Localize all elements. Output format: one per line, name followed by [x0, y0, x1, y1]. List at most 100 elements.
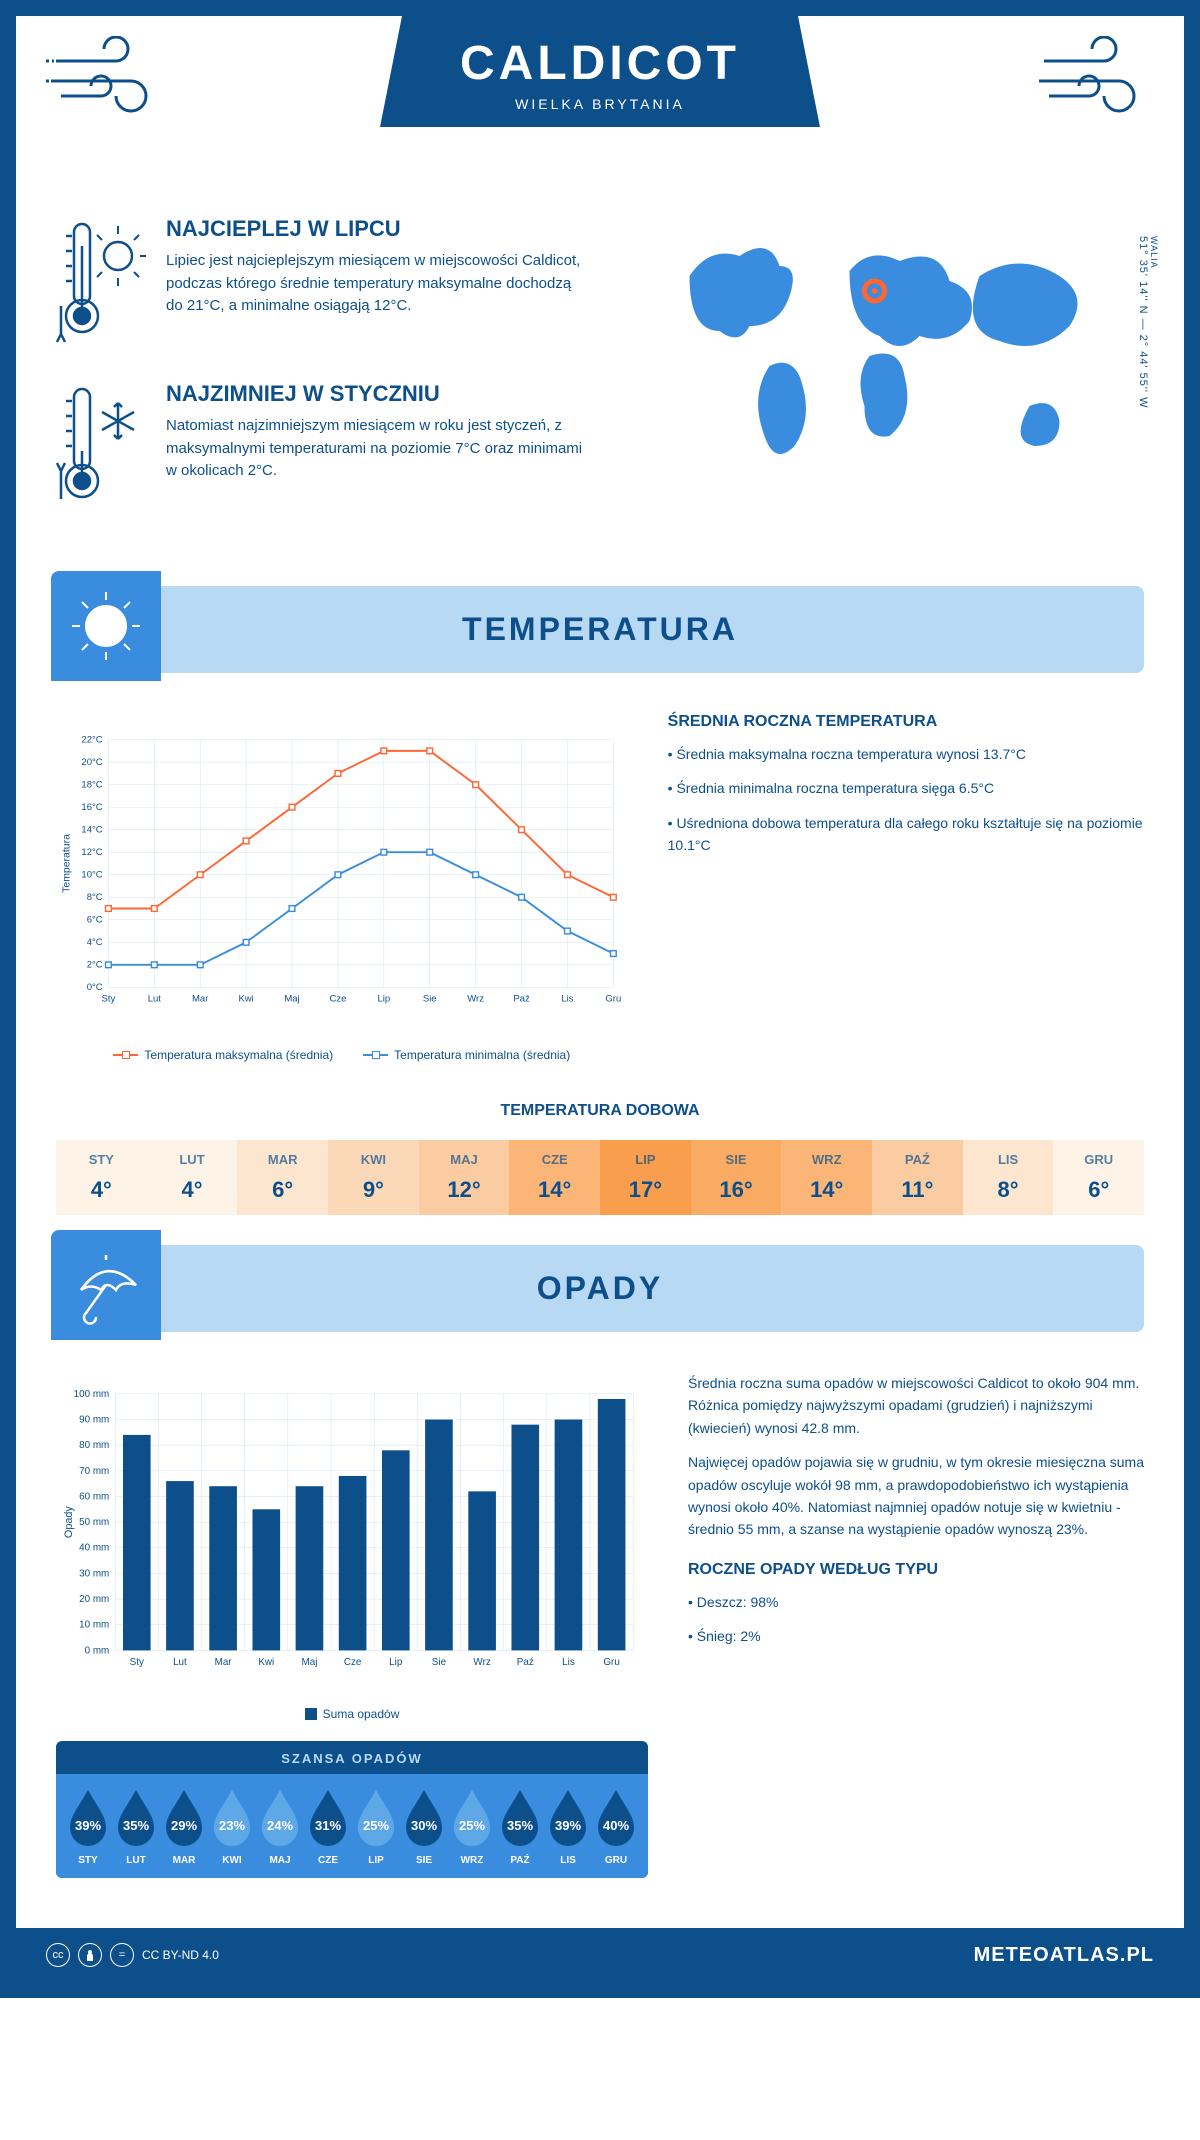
svg-text:12°C: 12°C — [81, 847, 102, 858]
svg-text:Lip: Lip — [377, 994, 390, 1005]
svg-text:Cze: Cze — [344, 1657, 362, 1668]
svg-text:35%: 35% — [123, 1818, 149, 1833]
rain-legend: Suma opadów — [56, 1707, 648, 1721]
rain-chance-drop: 29% MAR — [160, 1786, 208, 1866]
rain-chance-panel: SZANSA OPADÓW 39% STY 35% LUT 29% MAR 23… — [56, 1741, 648, 1878]
thermometer-snow-icon — [56, 381, 146, 516]
svg-text:100 mm: 100 mm — [74, 1389, 110, 1400]
daily-cell: MAJ 12° — [419, 1140, 510, 1215]
thermometer-sun-icon — [56, 216, 146, 351]
svg-text:6°C: 6°C — [87, 915, 103, 926]
svg-text:Maj: Maj — [302, 1657, 318, 1668]
svg-text:30 mm: 30 mm — [79, 1568, 109, 1579]
rain-chance-title: SZANSA OPADÓW — [56, 1751, 648, 1766]
svg-text:14°C: 14°C — [81, 825, 102, 836]
rain-row: 0 mm10 mm20 mm30 mm40 mm50 mm60 mm70 mm8… — [16, 1352, 1184, 1898]
fact-coldest: NAJZIMNIEJ W STYCZNIU Natomiast najzimni… — [56, 381, 585, 516]
rain-type-title: ROCZNE OPADY WEDŁUG TYPU — [688, 1561, 1144, 1579]
license: cc = CC BY-ND 4.0 — [46, 1943, 219, 1967]
rain-chart-box: 0 mm10 mm20 mm30 mm40 mm50 mm60 mm70 mm8… — [56, 1372, 648, 1878]
daily-cell: LUT 4° — [147, 1140, 238, 1215]
daily-cell: PAŹ 11° — [872, 1140, 963, 1215]
svg-text:Cze: Cze — [329, 994, 346, 1005]
fact-hot-title: NAJCIEPLEJ W LIPCU — [166, 216, 585, 242]
svg-text:Sty: Sty — [102, 994, 116, 1005]
daily-cell: GRU 6° — [1053, 1140, 1144, 1215]
rain-type-bullet: Śnieg: 2% — [688, 1625, 1144, 1647]
svg-text:70 mm: 70 mm — [79, 1466, 109, 1477]
temp-side-title: ŚREDNIA ROCZNA TEMPERATURA — [668, 713, 1144, 731]
svg-text:29%: 29% — [171, 1818, 197, 1833]
legend-item: .legend-swatch[style*='#3a8dde']::after{… — [363, 1048, 570, 1062]
svg-text:39%: 39% — [555, 1818, 581, 1833]
svg-text:Paź: Paź — [513, 994, 530, 1005]
daily-cell: MAR 6° — [237, 1140, 328, 1215]
daily-cell: STY 4° — [56, 1140, 147, 1215]
svg-text:Opady: Opady — [63, 1506, 75, 1539]
rain-type-bullet: Deszcz: 98% — [688, 1591, 1144, 1613]
fact-cold-title: NAJZIMNIEJ W STYCZNIU — [166, 381, 585, 407]
section-temperature-header: TEMPERATURA — [56, 586, 1144, 673]
svg-text:0 mm: 0 mm — [85, 1645, 110, 1656]
summary-row: NAJCIEPLEJ W LIPCU Lipiec jest najcieple… — [16, 196, 1184, 566]
nd-icon: = — [110, 1943, 134, 1967]
svg-text:16°C: 16°C — [81, 802, 102, 813]
svg-text:Lut: Lut — [173, 1657, 187, 1668]
fact-hot-text: Lipiec jest najcieplejszym miesiącem w m… — [166, 250, 585, 318]
sun-icon — [51, 571, 161, 681]
svg-text:Kwi: Kwi — [238, 994, 253, 1005]
svg-text:4°C: 4°C — [87, 937, 103, 948]
svg-text:40 mm: 40 mm — [79, 1543, 109, 1554]
footer: cc = CC BY-ND 4.0 METEOATLAS.PL — [16, 1928, 1184, 1982]
svg-text:30%: 30% — [411, 1818, 437, 1833]
rain-chance-drop: 30% SIE — [400, 1786, 448, 1866]
header: CALDICOT WIELKA BRYTANIA — [16, 16, 1184, 196]
svg-text:Paź: Paź — [517, 1657, 534, 1668]
svg-text:20°C: 20°C — [81, 757, 102, 768]
svg-text:10°C: 10°C — [81, 870, 102, 881]
svg-text:25%: 25% — [459, 1818, 485, 1833]
rain-side: Średnia roczna suma opadów w miejscowośc… — [688, 1372, 1144, 1878]
rain-para-2: Najwięcej opadów pojawia się w grudniu, … — [688, 1451, 1144, 1541]
svg-text:90 mm: 90 mm — [79, 1414, 109, 1425]
wind-icon-right — [1034, 36, 1154, 116]
svg-text:Mar: Mar — [215, 1657, 233, 1668]
title-banner: CALDICOT WIELKA BRYTANIA — [380, 16, 820, 127]
svg-text:8°C: 8°C — [87, 892, 103, 903]
rain-chance-drop: 35% PAŹ — [496, 1786, 544, 1866]
svg-text:20 mm: 20 mm — [79, 1594, 109, 1605]
wind-icon-left — [46, 36, 166, 116]
rain-chance-drop: 39% STY — [64, 1786, 112, 1866]
daily-cell: KWI 9° — [328, 1140, 419, 1215]
svg-text:60 mm: 60 mm — [79, 1491, 109, 1502]
svg-text:40%: 40% — [603, 1818, 629, 1833]
svg-text:18°C: 18°C — [81, 780, 102, 791]
fact-hottest: NAJCIEPLEJ W LIPCU Lipiec jest najcieple… — [56, 216, 585, 351]
coords-value: 51° 35' 14'' N — 2° 44' 55'' W — [1137, 236, 1149, 408]
temp-bullet: Średnia maksymalna roczna temperatura wy… — [668, 743, 1144, 765]
rain-chance-drop: 24% MAJ — [256, 1786, 304, 1866]
temperature-legend: .legend-swatch[style*='#ff6633']::after{… — [56, 1048, 628, 1062]
daily-temperature-table: STY 4° LUT 4° MAR 6° KWI 9° MAJ 12° CZE … — [56, 1140, 1144, 1215]
rain-chance-drop: 40% GRU — [592, 1786, 640, 1866]
svg-text:10 mm: 10 mm — [79, 1620, 109, 1631]
daily-cell: SIE 16° — [691, 1140, 782, 1215]
svg-text:Sie: Sie — [423, 994, 437, 1005]
svg-text:Mar: Mar — [192, 994, 209, 1005]
rain-chance-drop: 23% KWI — [208, 1786, 256, 1866]
svg-text:25%: 25% — [363, 1818, 389, 1833]
daily-temp-title: TEMPERATURA DOBOWA — [36, 1102, 1164, 1120]
svg-text:35%: 35% — [507, 1818, 533, 1833]
section-rain-header: OPADY — [56, 1245, 1144, 1332]
svg-text:0°C: 0°C — [87, 982, 103, 993]
cc-icon: cc — [46, 1943, 70, 1967]
svg-text:24%: 24% — [267, 1818, 293, 1833]
daily-cell: WRZ 14° — [781, 1140, 872, 1215]
world-map: WALIA 51° 35' 14'' N — 2° 44' 55'' W — [615, 216, 1144, 546]
region-label: WALIA — [1149, 236, 1159, 404]
svg-text:Sie: Sie — [432, 1657, 447, 1668]
svg-text:Wrz: Wrz — [467, 994, 484, 1005]
svg-text:23%: 23% — [219, 1818, 245, 1833]
svg-text:Kwi: Kwi — [258, 1657, 274, 1668]
brand-label: METEOATLAS.PL — [974, 1944, 1154, 1967]
